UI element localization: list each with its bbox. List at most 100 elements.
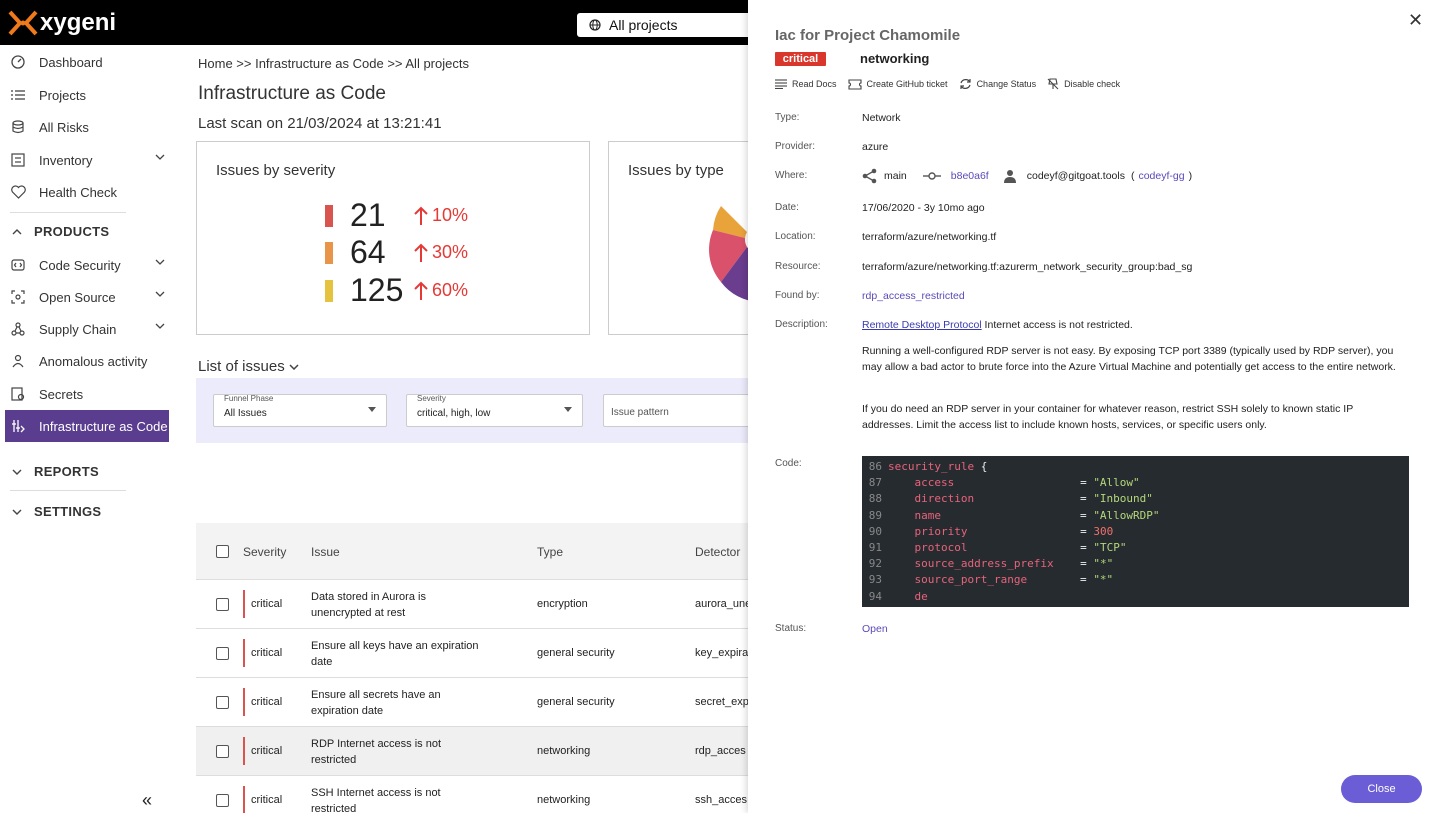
divider	[10, 490, 126, 491]
severity-select[interactable]: Severity critical, high, low	[406, 394, 583, 427]
issue-pattern-input[interactable]: Issue pattern	[603, 394, 763, 427]
anomaly-icon	[10, 353, 26, 369]
table-row[interactable]: critical Data stored in Aurora is unencr…	[196, 580, 756, 629]
sidebar-item-projects[interactable]: Projects	[5, 79, 169, 111]
sidebar-item-code-security[interactable]: Code Security	[5, 249, 169, 281]
sidebar-item-dashboard[interactable]: Dashboard	[5, 46, 169, 78]
inventory-icon	[10, 152, 26, 168]
rdp-docs-link[interactable]: Remote Desktop Protocol	[862, 319, 982, 331]
breadcrumb[interactable]: Home >> Infrastructure as Code >> All pr…	[198, 56, 469, 71]
paren-close: )	[1188, 170, 1193, 182]
row-severity: critical	[251, 794, 283, 806]
section-label: PRODUCTS	[34, 224, 110, 239]
sidebar-item-health-check[interactable]: Health Check	[5, 176, 169, 208]
read-docs-button[interactable]: Read Docs	[775, 78, 837, 90]
table-row[interactable]: critical Ensure all secrets have an expi…	[196, 678, 756, 727]
xygeni-logo-icon	[8, 10, 38, 36]
description-summary-text: Internet access is not restricted.	[981, 319, 1133, 331]
refresh-icon	[959, 79, 971, 89]
column-header-type[interactable]: Type	[537, 545, 564, 559]
commit-icon	[922, 171, 941, 181]
row-detector: aurora_une	[695, 598, 752, 610]
table-header: Severity Issue Type Detector	[196, 523, 756, 580]
change-status-button[interactable]: Change Status	[959, 78, 1036, 90]
xygeni-logo[interactable]: xygeni	[8, 9, 116, 37]
chevron-down-icon	[12, 469, 22, 475]
table-row[interactable]: critical Ensure all keys have an expirat…	[196, 629, 756, 678]
close-icon[interactable]: ✕	[1408, 10, 1424, 30]
iac-icon	[10, 418, 26, 434]
donut-slice-pink	[709, 230, 747, 282]
line-number: 94	[868, 589, 882, 603]
list-title: List of issues	[198, 358, 285, 375]
settings-section[interactable]: SETTINGS	[10, 504, 101, 519]
dropdown-arrow-icon	[564, 407, 572, 412]
close-button[interactable]: Close	[1341, 775, 1422, 803]
column-header-severity[interactable]: Severity	[243, 545, 287, 559]
table-row-selected[interactable]: critical RDP Internet access is not rest…	[196, 727, 756, 776]
column-header-detector[interactable]: Detector	[695, 545, 741, 559]
issues-by-severity-card: Issues by severity 21 10% 64 30% 125 60%	[196, 141, 590, 335]
list-of-issues-toggle[interactable]: List of issues	[198, 358, 299, 375]
chevron-down-icon	[155, 291, 165, 297]
collapse-sidebar-icon[interactable]: «	[142, 790, 153, 810]
found-by-link[interactable]: rdp_access_restricted	[862, 290, 965, 302]
ticket-icon	[847, 78, 862, 90]
sidebar-item-inventory[interactable]: Inventory	[5, 144, 169, 176]
paren-open: (	[1130, 170, 1135, 182]
where-label: Where:	[775, 170, 808, 181]
issue-pattern-placeholder: Issue pattern	[611, 407, 669, 418]
code-value: "TCP"	[1093, 540, 1127, 554]
select-all-checkbox[interactable]	[216, 545, 229, 558]
row-checkbox[interactable]	[216, 696, 229, 709]
description-paragraph-1: Running a well-configured RDP server is …	[862, 345, 1396, 373]
sidebar-item-anomalous-activity[interactable]: Anomalous activity	[5, 345, 169, 377]
severity-marker	[243, 639, 245, 667]
chevron-down-icon	[289, 363, 299, 370]
funnel-phase-select[interactable]: Funnel Phase All Issues	[213, 394, 387, 427]
sidebar-item-supply-chain[interactable]: Supply Chain	[5, 313, 169, 345]
reports-section[interactable]: REPORTS	[10, 464, 99, 479]
row-detector: secret_exp	[695, 696, 749, 708]
page-title: Infrastructure as Code	[198, 83, 386, 104]
line-number: 90	[868, 524, 882, 538]
row-checkbox[interactable]	[216, 794, 229, 807]
severity-color-bar	[325, 204, 333, 227]
disable-check-button[interactable]: Disable check	[1047, 78, 1120, 90]
create-github-ticket-button[interactable]: Create GitHub ticket	[847, 78, 948, 90]
project-selector[interactable]: All projects	[577, 13, 777, 37]
issues-table: Severity Issue Type Detector critical Da…	[196, 523, 756, 813]
issue-category: networking	[860, 51, 930, 66]
sidebar-item-all-risks[interactable]: All Risks	[5, 111, 169, 143]
severity-marker	[243, 786, 245, 813]
arrow-up-icon	[414, 243, 428, 262]
sidebar-item-infrastructure-as-code[interactable]: Infrastructure as Code	[5, 410, 169, 442]
row-severity: critical	[251, 745, 283, 757]
row-checkbox[interactable]	[216, 598, 229, 611]
sidebar-item-label: Open Source	[39, 289, 116, 305]
filter-label: Funnel Phase	[224, 394, 274, 403]
code-operator: {	[974, 460, 988, 473]
chevron-down-icon	[12, 509, 22, 515]
supply-chain-icon	[10, 321, 26, 337]
row-severity: critical	[251, 647, 283, 659]
code-operator: =	[1027, 573, 1094, 587]
row-checkbox[interactable]	[216, 745, 229, 758]
row-issue: RDP Internet access is not restricted	[311, 738, 442, 766]
column-header-issue[interactable]: Issue	[311, 545, 340, 559]
commit-link[interactable]: b8e0a6f	[950, 170, 989, 182]
products-section[interactable]: PRODUCTS	[10, 224, 109, 239]
risks-icon	[10, 119, 26, 135]
row-checkbox[interactable]	[216, 647, 229, 660]
sidebar-item-secrets[interactable]: Secrets	[5, 378, 169, 410]
status-value[interactable]: Open	[862, 623, 888, 635]
table-row[interactable]: critical SSH Internet access is not rest…	[196, 776, 756, 813]
severity-count: 125	[350, 272, 404, 308]
row-type: networking	[537, 794, 591, 806]
date-value: 17/06/2020 - 3y 10mo ago	[862, 202, 985, 214]
sidebar-item-open-source[interactable]: Open Source	[5, 281, 169, 313]
code-value: "Allow"	[1093, 476, 1140, 490]
user-handle-link[interactable]: codeyf-gg	[1138, 170, 1185, 182]
row-type: general security	[537, 647, 615, 659]
row-issue: SSH Internet access is not restricted	[311, 787, 441, 813]
